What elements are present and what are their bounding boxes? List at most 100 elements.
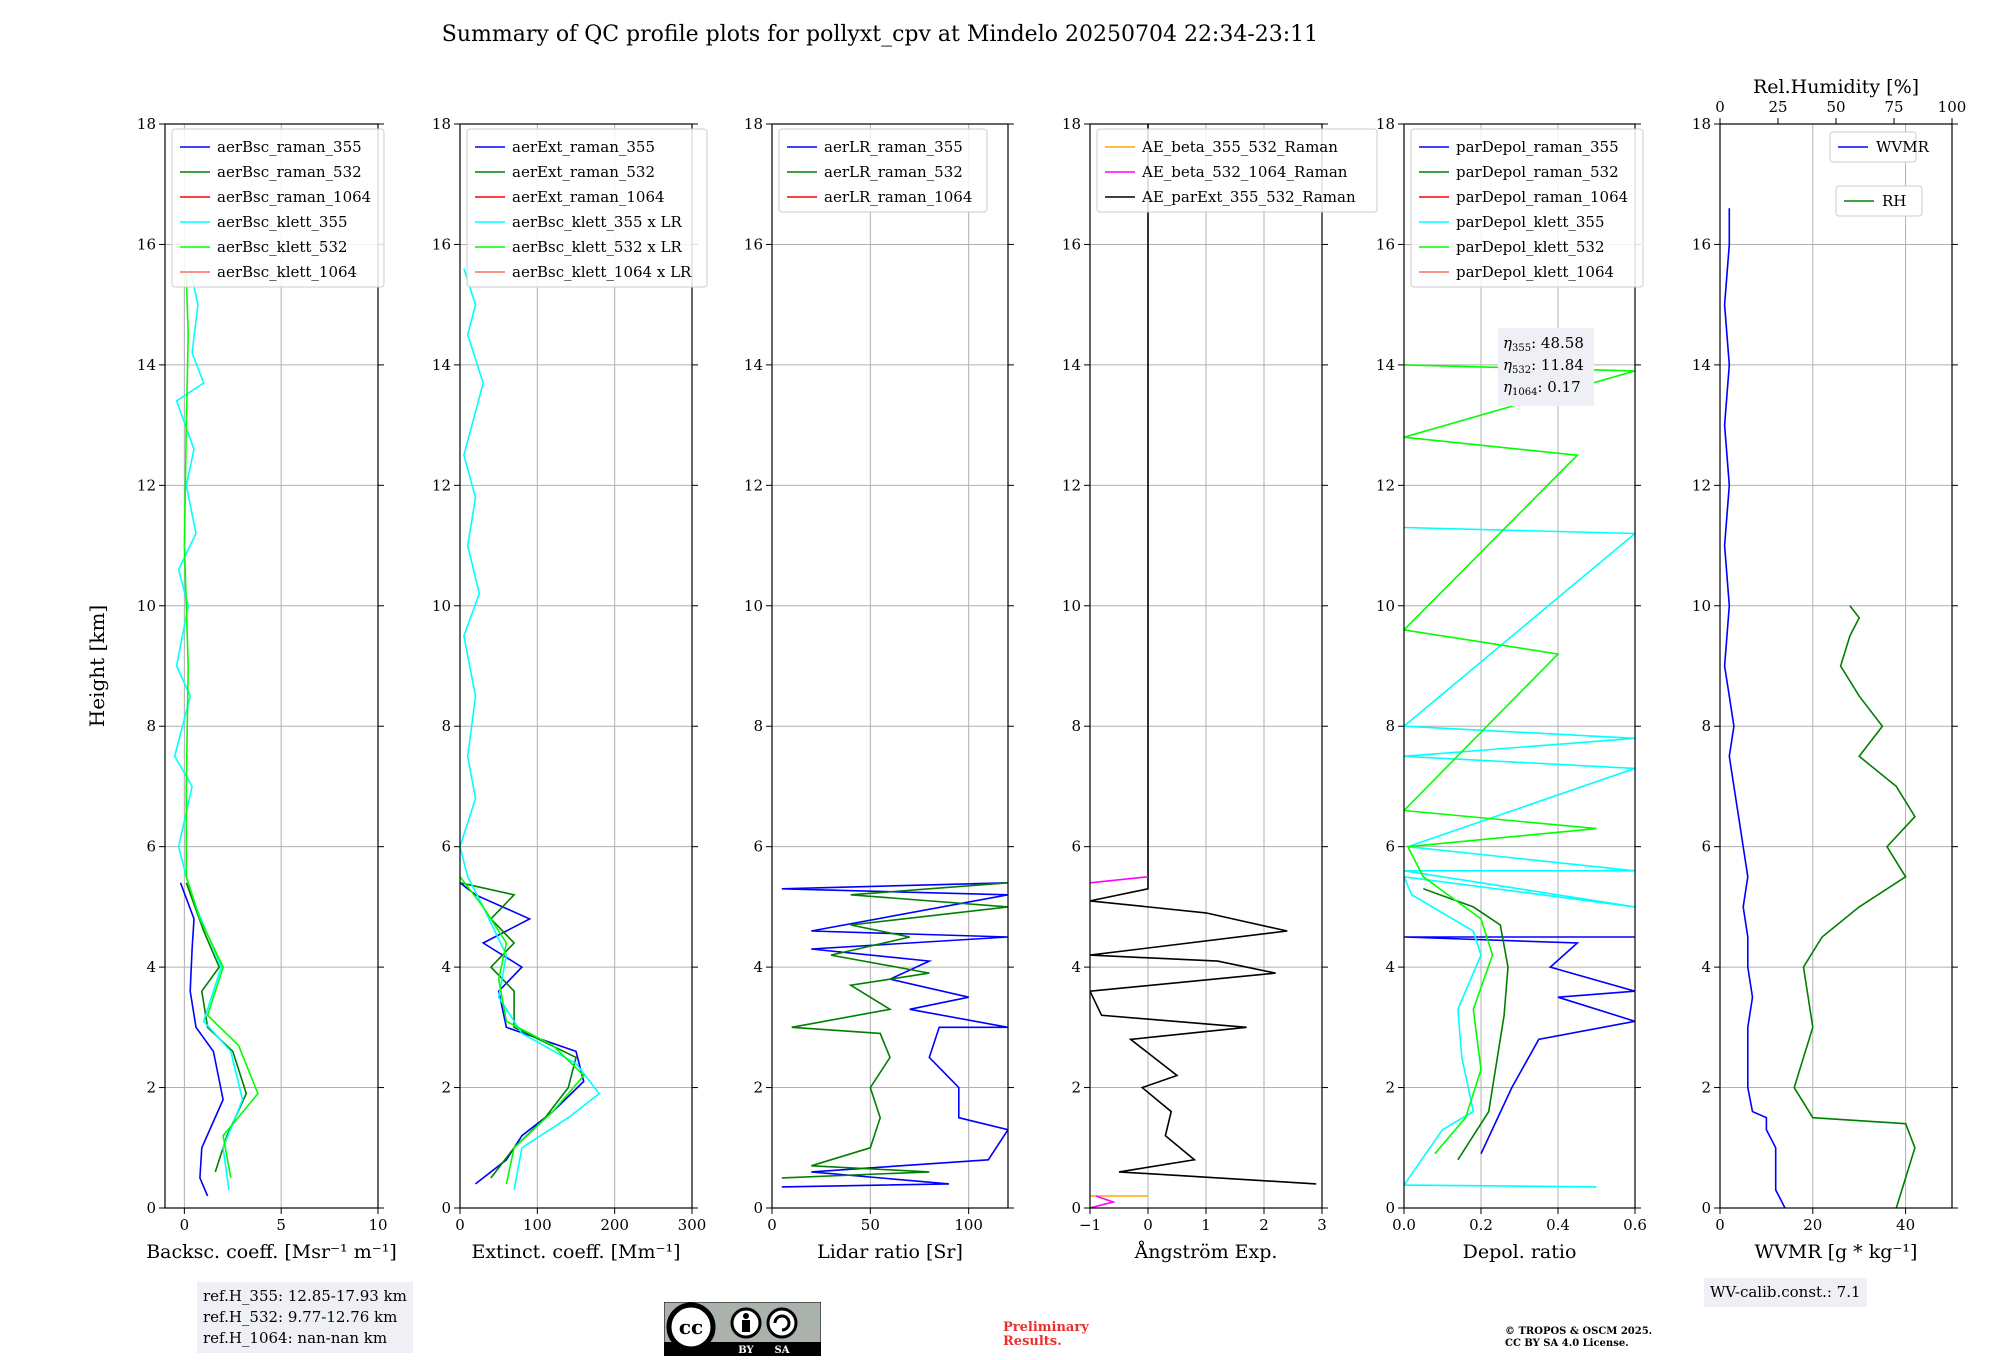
reference-height-box: ref.H_355: 12.85-17.93 km ref.H_532: 9.7… <box>197 1282 413 1353</box>
x-tick-label: 0 <box>1715 1216 1725 1234</box>
y-tick-label: 2 <box>1385 1079 1395 1097</box>
y-tick-label: 2 <box>146 1079 156 1097</box>
plot-frame <box>164 123 379 1209</box>
y-tick-label: 8 <box>1701 717 1711 735</box>
ref-height-1064: ref.H_1064: nan-nan km <box>203 1329 388 1347</box>
x-tick-label: 10 <box>368 1216 387 1234</box>
preliminary-results-note: Preliminary Results. <box>1003 1321 1089 1349</box>
series-line-rh <box>1793 605 1916 1208</box>
legend-frame <box>1835 185 1923 217</box>
y-tick-label: 6 <box>1071 838 1081 856</box>
y-tick-label: 18 <box>744 115 763 133</box>
y-tick-label: 8 <box>146 717 156 735</box>
y-tick-label: 16 <box>744 235 763 253</box>
legend-label: aerBsc_klett_532 x LR <box>512 238 683 256</box>
y-tick-label: 0 <box>1701 1199 1711 1217</box>
y-tick-label: 16 <box>1062 235 1081 253</box>
plot-frame <box>1403 123 1636 1209</box>
series-line-ae-beta-532-1064-raman <box>1090 1195 1116 1208</box>
legend-label: WVMR <box>1876 138 1930 156</box>
x-tick-label: 0 <box>455 1216 465 1234</box>
legend-label: aerExt_raman_355 <box>512 138 655 156</box>
legend-label: parDepol_klett_1064 <box>1456 263 1614 281</box>
y-tick-label: 0 <box>1385 1199 1395 1217</box>
y-tick-label: 14 <box>1062 356 1081 374</box>
plot-frame <box>1719 123 1953 1209</box>
top-axis-label: Rel.Humidity [%] <box>1753 76 1919 98</box>
legend-label: aerLR_raman_355 <box>824 138 963 156</box>
x-tick-label: 100 <box>523 1216 552 1234</box>
series-line-pardepol-klett-355 <box>1404 526 1635 1188</box>
y-tick-label: 16 <box>137 235 156 253</box>
y-tick-label: 2 <box>1071 1079 1081 1097</box>
y-tick-label: 18 <box>432 115 451 133</box>
legend-label: aerBsc_raman_1064 <box>217 188 371 206</box>
top-x-tick-label: 0 <box>1715 98 1725 116</box>
copyright-note: © TROPOS & OSCM 2025. CC BY SA 4.0 Licen… <box>1505 1326 1652 1350</box>
legend-label: aerBsc_klett_355 x LR <box>512 213 683 231</box>
legend: aerBsc_raman_355 aerBsc_raman_532 aerBsc_r… <box>171 128 385 288</box>
y-tick-label: 10 <box>1062 597 1081 615</box>
y-tick-label: 4 <box>753 958 763 976</box>
y-tick-label: 18 <box>137 115 156 133</box>
y-tick-label: 12 <box>1062 476 1081 494</box>
x-tick-label: −1 <box>1079 1216 1101 1234</box>
copyright-line-2: CC BY SA 4.0 License. <box>1505 1338 1629 1349</box>
series-line-ae-parext-355-532-raman <box>1090 124 1317 1185</box>
y-tick-label: 10 <box>432 597 451 615</box>
y-tick-label: 14 <box>432 356 451 374</box>
series-line-pardepol-klett-532 <box>1404 364 1635 1155</box>
legend-frame <box>171 128 385 288</box>
legend-label: aerLR_raman_1064 <box>824 188 972 206</box>
legend-label: AE_beta_532_1064_Raman <box>1141 163 1348 181</box>
legend-wvmr: WVMR <box>1829 131 1930 163</box>
series-line-aerbsc-klett-355 <box>173 268 244 1191</box>
legend-label: aerBsc_klett_1064 <box>217 263 357 281</box>
copyright-line-1: © TROPOS & OSCM 2025. <box>1505 1326 1653 1337</box>
x-tick-label: 1 <box>1201 1216 1211 1234</box>
top-x-tick-label: 75 <box>1884 98 1903 116</box>
legend-label: aerExt_raman_1064 <box>512 188 665 206</box>
ref-height-532: ref.H_532: 9.77-12.76 km <box>203 1308 398 1326</box>
eta-value: : 48.58 <box>1531 334 1584 352</box>
y-tick-label: 10 <box>744 597 763 615</box>
series-line-aerlr-raman-355 <box>781 882 1008 1188</box>
y-tick-label: 16 <box>1376 235 1395 253</box>
legend-label: aerLR_raman_532 <box>824 163 963 181</box>
series-line-aerlr-raman-532 <box>781 882 1008 1179</box>
eta-annotation-bg <box>1498 328 1594 406</box>
ref-height-355: ref.H_355: 12.85-17.93 km <box>203 1287 407 1305</box>
series-line-aerbsc-klett-532-x-lr <box>460 876 585 1185</box>
legend-label: AE_parExt_355_532_Raman <box>1141 188 1356 206</box>
y-tick-label: 10 <box>1692 597 1711 615</box>
x-axis-label: WVMR [g * kg⁻¹] <box>1755 1241 1918 1263</box>
chart-panel-5: 0.0 0.2 0.4 0.6 0 2 4 6 8 10 12 14 16 18 Depol. ratio p… <box>1376 115 1647 1263</box>
y-tick-label: 18 <box>1062 115 1081 133</box>
x-axis-label: Backsc. coeff. [Msr⁻¹ m⁻¹] <box>146 1241 397 1263</box>
series-line-wvmr <box>1723 208 1786 1208</box>
top-x-tick-label: 25 <box>1768 98 1787 116</box>
series-line-aerbsc-klett-355-x-lr <box>460 268 601 1191</box>
y-tick-label: 14 <box>137 356 156 374</box>
x-tick-label: 0 <box>1143 1216 1153 1234</box>
series-line-aerext-raman-355 <box>460 882 585 1185</box>
y-tick-label: 8 <box>441 717 451 735</box>
eta-subscript: 355 <box>1512 343 1531 354</box>
eta-value: : 0.17 <box>1537 378 1580 396</box>
legend-label: parDepol_klett_355 <box>1456 213 1605 231</box>
cc-by-sa-license-badge: cc BY SA <box>664 1302 821 1356</box>
legend-label: AE_beta_355_532_Raman <box>1141 138 1338 156</box>
y-tick-label: 6 <box>753 838 763 856</box>
legend: aerExt_raman_355 aerExt_raman_532 aerExt_r… <box>466 128 708 288</box>
preliminary-line-2: Results. <box>1003 1334 1062 1349</box>
y-tick-label: 12 <box>1376 476 1395 494</box>
y-tick-label: 2 <box>753 1079 763 1097</box>
legend-label: aerBsc_klett_355 <box>217 213 348 231</box>
y-tick-label: 6 <box>1385 838 1395 856</box>
legend-label: aerBsc_klett_1064 x LR <box>512 263 692 281</box>
legend-label: aerBsc_raman_532 <box>217 163 362 181</box>
x-tick-label: 200 <box>600 1216 629 1234</box>
y-tick-label: 8 <box>1385 717 1395 735</box>
legend: parDepol_raman_355 parDepol_raman_532 parD… <box>1410 128 1644 288</box>
